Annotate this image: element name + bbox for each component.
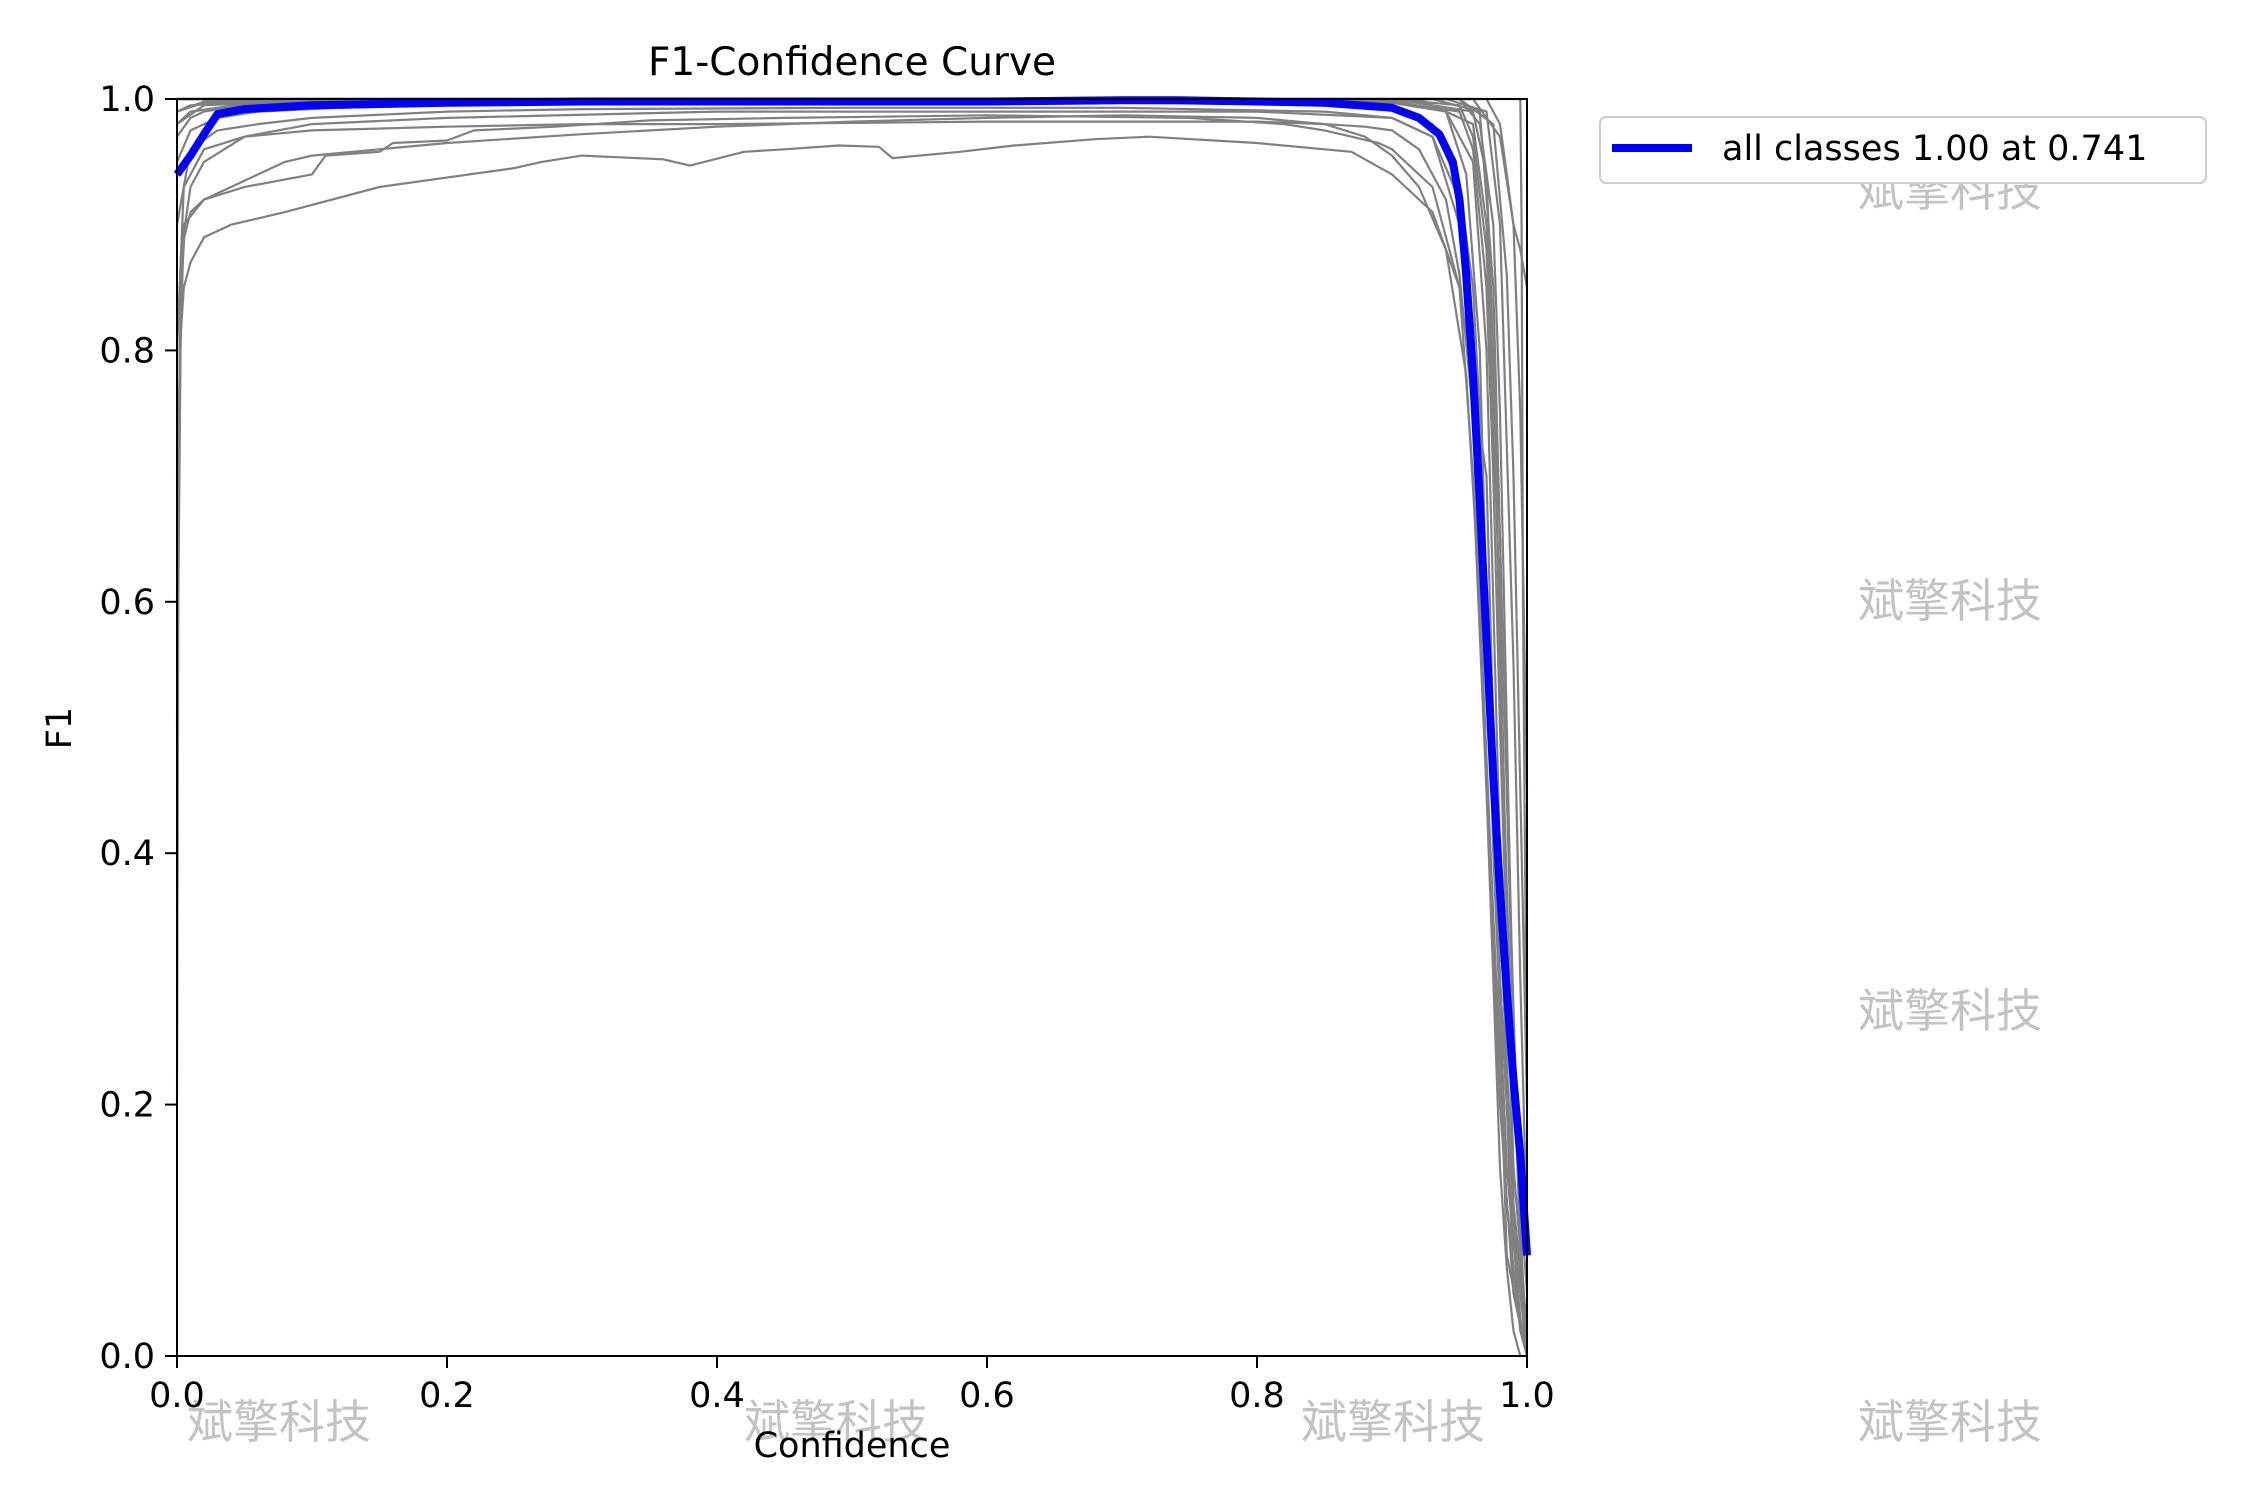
x-tick-label: 1.0 bbox=[1499, 1376, 1555, 1416]
all-classes-curve bbox=[173, 96, 1531, 1256]
watermark-text: 斌擎科技 bbox=[744, 1395, 928, 1449]
all-classes-curve-group bbox=[173, 96, 1531, 1256]
y-tick-label: 0.0 bbox=[99, 1337, 155, 1377]
plot-frame bbox=[176, 98, 1528, 1357]
y-tick-label: 0.8 bbox=[99, 331, 155, 371]
x-axis: 0.0 0.2 0.4 0.6 0.8 1.0 bbox=[149, 1356, 1555, 1416]
y-tick-label: 0.6 bbox=[99, 583, 155, 623]
watermark-text: 斌擎科技 bbox=[1858, 984, 2042, 1038]
x-tick-label: 0.8 bbox=[1229, 1376, 1285, 1416]
legend-box bbox=[1599, 116, 2207, 184]
x-tick-label: 0.4 bbox=[689, 1376, 745, 1416]
chart-title: F1-Confidence Curve bbox=[648, 40, 1056, 85]
x-axis-label: Confidence bbox=[754, 1426, 951, 1466]
x-tick-label: 0.0 bbox=[149, 1376, 205, 1416]
legend-label-all-classes: all classes 1.00 at 0.741 bbox=[1722, 129, 2147, 169]
class-curve-1 bbox=[175, 110, 1527, 1358]
y-axis: 0.0 0.2 0.4 0.6 0.8 1.0 bbox=[99, 80, 177, 1377]
x-tick-label: 0.2 bbox=[419, 1376, 475, 1416]
y-tick-label: 1.0 bbox=[99, 80, 155, 120]
watermark-text: 斌擎科技 bbox=[1858, 1395, 2042, 1449]
x-tick-label: 0.6 bbox=[959, 1376, 1015, 1416]
watermark-text: 斌擎科技 bbox=[1858, 574, 2042, 628]
plot-area bbox=[173, 96, 1531, 1358]
class-curve-4 bbox=[175, 114, 1529, 1357]
watermark-text: 斌擎科技 bbox=[1301, 1395, 1485, 1449]
y-tick-label: 0.2 bbox=[99, 1086, 155, 1126]
y-tick-label: 0.4 bbox=[99, 834, 155, 874]
plot-frame-bg bbox=[177, 99, 1527, 1356]
watermark-text: 斌擎科技 bbox=[187, 1395, 371, 1449]
y-axis-label: F1 bbox=[40, 707, 80, 749]
legend: all classes 1.00 at 0.741 bbox=[1599, 116, 2207, 184]
